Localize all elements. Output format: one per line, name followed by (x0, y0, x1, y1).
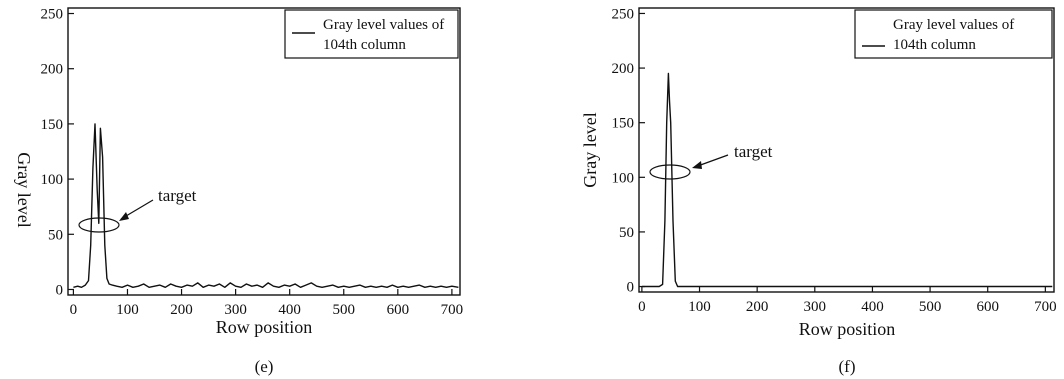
plot-area-f (638, 7, 1055, 293)
legend-f: Gray level values of 104th column (854, 9, 1053, 59)
y-tick-label-e-100: 100 (41, 172, 64, 188)
y-tick-label-f-200: 200 (612, 61, 635, 77)
x-tick-label-f-200: 200 (746, 299, 769, 315)
x-tick-label-f-600: 600 (976, 299, 999, 315)
y-tick-label-e-200: 200 (41, 62, 64, 78)
target-arrowhead-f (692, 161, 702, 169)
y-tick-label-e-150: 150 (41, 117, 64, 133)
target-annotation-e: target (158, 186, 197, 205)
x-tick-label-f-100: 100 (688, 299, 711, 315)
axis-ticks-e: 0 100 200 300 400 500 600 700 0 50 100 150 200 250 (41, 7, 464, 318)
series-line-e (73, 123, 459, 288)
y-tick-label-e-50: 50 (48, 227, 63, 243)
legend-label-e-line1: Gray level values of (323, 17, 444, 33)
y-tick-label-f-0: 0 (627, 280, 635, 296)
y-tick-label-f-100: 100 (612, 170, 635, 186)
x-tick-label-f-0: 0 (638, 299, 646, 315)
panel-label-f: (f) (839, 357, 856, 376)
axis-ticks-f: 0 100 200 300 400 500 600 700 0 50 100 150 200 250 (612, 6, 1057, 315)
x-tick-label-e-200: 200 (170, 302, 193, 318)
x-axis-title-f: Row position (799, 319, 896, 339)
legend-e: Gray level values of 104th column (284, 9, 459, 59)
y-axis-title-e: Gray level (14, 152, 34, 227)
x-axis-title-e: Row position (216, 317, 313, 337)
legend-label-f-line2: 104th column (893, 37, 976, 53)
x-tick-label-e-500: 500 (333, 302, 356, 318)
x-tick-label-e-600: 600 (387, 302, 410, 318)
panel-label-e: (e) (255, 357, 274, 376)
legend-label-e-line2: 104th column (323, 37, 406, 53)
y-tick-label-e-250: 250 (41, 7, 64, 23)
target-ellipse-e (78, 217, 120, 233)
x-tick-label-e-700: 700 (441, 302, 464, 318)
chart-panel-e: 0 100 200 300 400 500 600 700 0 50 100 150 200 250 Gr… (14, 7, 463, 376)
x-tick-label-f-700: 700 (1034, 299, 1057, 315)
y-tick-label-f-50: 50 (619, 225, 634, 241)
legend-label-f-line1: Gray level values of (893, 17, 1014, 33)
y-axis-title-f: Gray level (580, 112, 600, 187)
x-tick-label-e-300: 300 (224, 302, 247, 318)
y-tick-label-e-0: 0 (56, 282, 64, 298)
chart-panel-f: 0 100 200 300 400 500 600 700 0 50 100 150 200 250 Gr… (580, 6, 1057, 376)
target-ellipse-f (649, 164, 691, 180)
target-annotation-f: target (734, 142, 773, 161)
x-tick-label-f-500: 500 (919, 299, 942, 315)
plot-area-e (67, 7, 461, 296)
x-tick-label-e-0: 0 (70, 302, 78, 318)
y-tick-label-f-150: 150 (612, 116, 635, 132)
x-tick-label-f-300: 300 (804, 299, 827, 315)
x-tick-label-f-400: 400 (861, 299, 884, 315)
legend-box-e (284, 9, 459, 59)
x-tick-label-e-100: 100 (116, 302, 139, 318)
x-tick-label-e-400: 400 (278, 302, 301, 318)
legend-box-f (854, 9, 1053, 59)
series-line-f (641, 72, 1053, 288)
y-tick-label-f-250: 250 (612, 6, 635, 22)
target-arrowhead-e (119, 212, 129, 221)
